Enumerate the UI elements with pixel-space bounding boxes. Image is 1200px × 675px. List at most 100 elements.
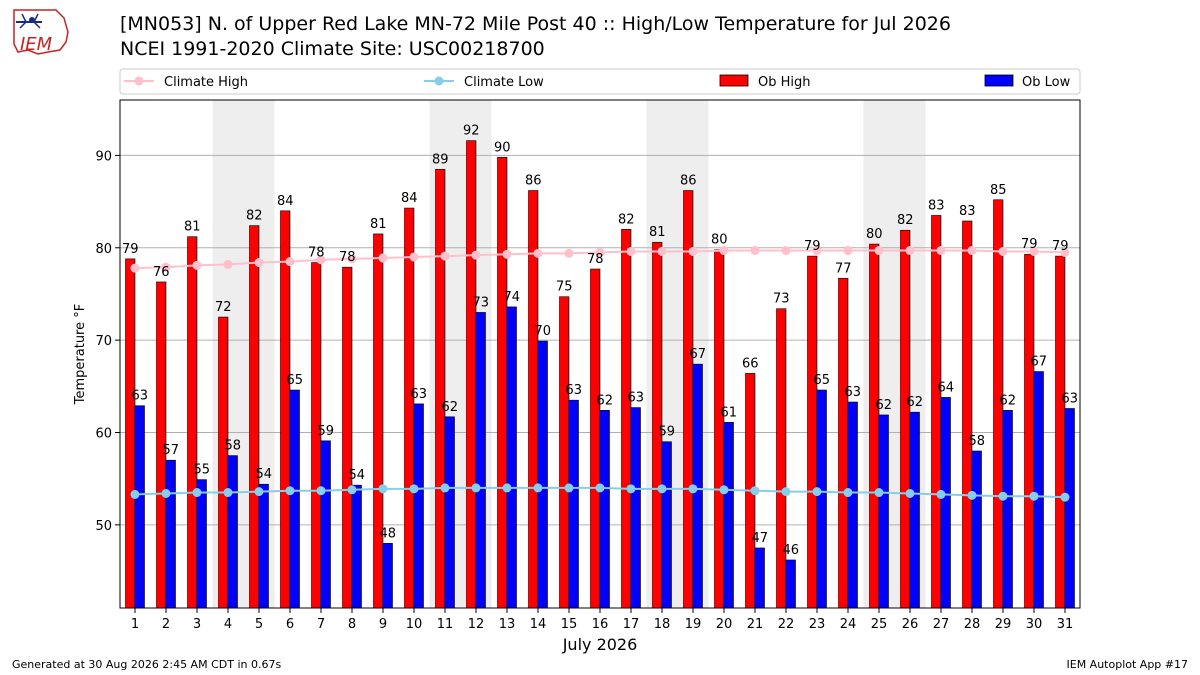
ob-low-label: 63 xyxy=(627,391,644,406)
climate-high-point xyxy=(781,246,791,256)
ob-low-bar xyxy=(754,547,765,609)
ob-low-bar xyxy=(227,455,238,609)
climate-low-point xyxy=(750,486,760,496)
x-tick-label: 16 xyxy=(592,617,609,632)
x-tick-label: 8 xyxy=(348,617,356,632)
ob-low-bar xyxy=(506,306,517,609)
ob-low-bar xyxy=(940,397,951,609)
x-tick-label: 7 xyxy=(317,617,325,632)
ob-high-bar xyxy=(590,268,601,609)
x-tick-label: 15 xyxy=(561,617,578,632)
ob-high-bar xyxy=(621,229,632,609)
ob-high-label: 83 xyxy=(928,198,945,213)
climate-high-point xyxy=(626,246,636,256)
ob-high-bar xyxy=(373,233,384,609)
climate-low-point xyxy=(626,484,636,494)
ob-high-label: 81 xyxy=(370,217,387,232)
x-tick-label: 19 xyxy=(685,617,702,632)
climate-high-point xyxy=(254,258,264,268)
ob-low-label: 65 xyxy=(286,373,303,388)
climate-high-point xyxy=(130,263,140,273)
legend-ob-low-swatch xyxy=(984,74,1014,87)
y-axis-label: Temperature °F xyxy=(73,304,88,405)
ob-high-label: 78 xyxy=(587,252,604,267)
svg-text:IEM: IEM xyxy=(20,34,53,55)
climate-low-point xyxy=(223,488,233,498)
ob-high-bar xyxy=(466,140,477,609)
ob-low-bar xyxy=(909,411,920,609)
ob-low-label: 62 xyxy=(906,395,923,410)
ob-low-bar xyxy=(258,483,269,609)
ob-low-bar xyxy=(320,440,331,609)
ob-high-bar xyxy=(435,168,446,609)
ob-low-bar xyxy=(1064,408,1075,609)
x-tick-label: 9 xyxy=(379,617,387,632)
ob-low-bar xyxy=(351,484,362,609)
footer-generated: Generated at 30 Aug 2026 2:45 AM CDT in … xyxy=(12,658,282,671)
ob-low-bar xyxy=(568,399,579,609)
climate-high-point xyxy=(688,246,698,256)
climate-high-point xyxy=(192,260,202,270)
x-tick-label: 14 xyxy=(530,617,547,632)
climate-low-point xyxy=(812,487,822,497)
climate-low-point xyxy=(533,483,543,493)
ob-low-label: 55 xyxy=(193,463,210,478)
climate-high-point xyxy=(285,257,295,267)
ob-high-bar xyxy=(342,266,353,609)
ob-high-bar xyxy=(838,277,849,609)
ob-low-label: 54 xyxy=(348,468,365,483)
ob-high-label: 81 xyxy=(184,220,201,235)
ob-high-bar xyxy=(187,236,198,609)
ob-high-bar xyxy=(900,229,911,609)
ob-high-label: 72 xyxy=(215,300,232,315)
ob-low-label: 47 xyxy=(751,531,768,546)
climate-low-point xyxy=(998,491,1008,501)
ob-high-label: 92 xyxy=(463,124,480,139)
x-axis-label: July 2026 xyxy=(562,635,638,654)
ob-low-bar xyxy=(1033,371,1044,609)
climate-high-point xyxy=(316,255,326,265)
ob-low-label: 54 xyxy=(255,467,272,482)
climate-high-point xyxy=(905,246,915,256)
ob-high-label: 80 xyxy=(866,227,883,242)
ob-low-bar xyxy=(413,403,424,609)
climate-high-point xyxy=(502,249,512,259)
ob-high-label: 66 xyxy=(742,356,759,371)
ob-high-label: 82 xyxy=(897,213,914,228)
climate-low-point xyxy=(471,483,481,493)
climate-high-point xyxy=(750,246,760,256)
climate-high-point xyxy=(440,251,450,261)
x-tick-label: 27 xyxy=(933,617,950,632)
ob-low-label: 58 xyxy=(968,434,985,449)
ob-high-label: 86 xyxy=(680,174,697,189)
climate-low-point xyxy=(936,489,946,499)
climate-high-point xyxy=(471,250,481,260)
ob-low-label: 59 xyxy=(658,425,675,440)
legend-climate-high-marker xyxy=(134,76,144,86)
ob-high-label: 79 xyxy=(1052,239,1069,254)
y-tick-label: 90 xyxy=(95,149,112,164)
ob-low-label: 63 xyxy=(844,385,861,400)
ob-high-label: 78 xyxy=(308,246,325,261)
ob-high-bar xyxy=(807,255,818,609)
legend-climate-high-label: Climate High xyxy=(164,75,248,90)
climate-low-point xyxy=(409,484,419,494)
ob-high-bar xyxy=(497,156,508,609)
ob-high-label: 75 xyxy=(556,280,573,295)
bar-labels: 79 63 76 57 81 55 72 58 82 54 84 65 78 59 78 54 81 48 84 63… xyxy=(122,124,1078,558)
x-tick-label: 10 xyxy=(406,617,423,632)
x-tick-label: 5 xyxy=(255,617,263,632)
climate-high-point xyxy=(719,246,729,256)
ob-low-label: 70 xyxy=(534,324,551,339)
y-tick-label: 50 xyxy=(95,519,112,534)
ob-low-label: 63 xyxy=(410,387,427,402)
ob-low-bar xyxy=(134,405,145,609)
x-tick-label: 12 xyxy=(468,617,485,632)
ob-low-bar xyxy=(537,340,548,609)
climate-lines xyxy=(130,246,1070,502)
climate-high-point xyxy=(1060,247,1070,257)
climate-low-point xyxy=(285,486,295,496)
climate-low-point xyxy=(874,488,884,498)
